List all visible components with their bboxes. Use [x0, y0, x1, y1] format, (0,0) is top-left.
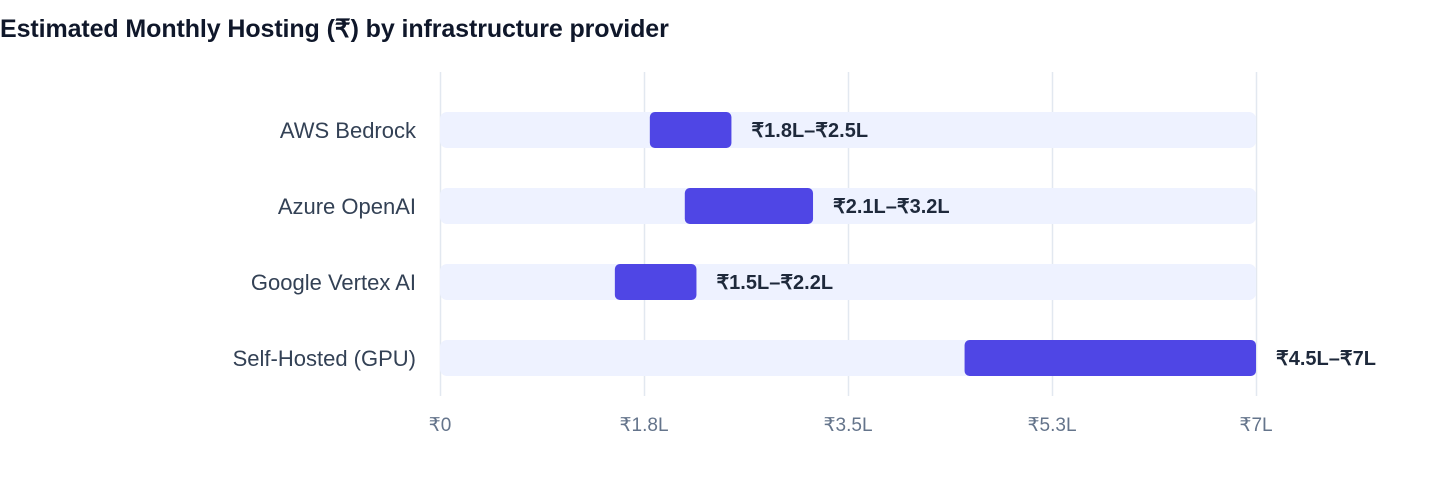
x-tick-label: ₹5.3L: [1027, 415, 1076, 436]
range-bar: [964, 340, 1256, 376]
x-tick-label: ₹0: [429, 415, 452, 436]
value-label: ₹1.8L–₹2.5L: [751, 120, 868, 142]
category-label: Google Vertex AI: [251, 270, 416, 295]
x-axis-tick-labels: ₹0 ₹1.8L ₹3.5L ₹5.3L ₹7L: [429, 415, 1273, 436]
value-labels: ₹1.8L–₹2.5L ₹2.1L–₹3.2L ₹1.5L–₹2.2L ₹4.5L–₹…: [716, 120, 1375, 370]
category-label: Self-Hosted (GPU): [233, 346, 416, 371]
category-labels: AWS Bedrock Azure OpenAI Google Vertex AI S…: [233, 118, 417, 371]
bar-track: [440, 264, 1256, 300]
range-bar: [684, 188, 814, 224]
x-tick-label: ₹7L: [1239, 415, 1272, 436]
chart-title: Estimated Monthly Hosting (₹) by infrast…: [0, 15, 669, 43]
x-tick-label: ₹1.8L: [619, 415, 668, 436]
range-bar: [614, 264, 697, 300]
value-label: ₹4.5L–₹7L: [1276, 348, 1376, 370]
range-bar: [649, 112, 732, 148]
range-bars: [614, 112, 1256, 376]
value-label: ₹1.5L–₹2.2L: [716, 272, 833, 294]
category-label: AWS Bedrock: [280, 118, 417, 143]
value-label: ₹2.1L–₹3.2L: [833, 196, 950, 218]
bar-track: [440, 188, 1256, 224]
category-label: Azure OpenAI: [278, 194, 416, 219]
x-tick-label: ₹3.5L: [823, 415, 872, 436]
bar-track: [440, 112, 1256, 148]
